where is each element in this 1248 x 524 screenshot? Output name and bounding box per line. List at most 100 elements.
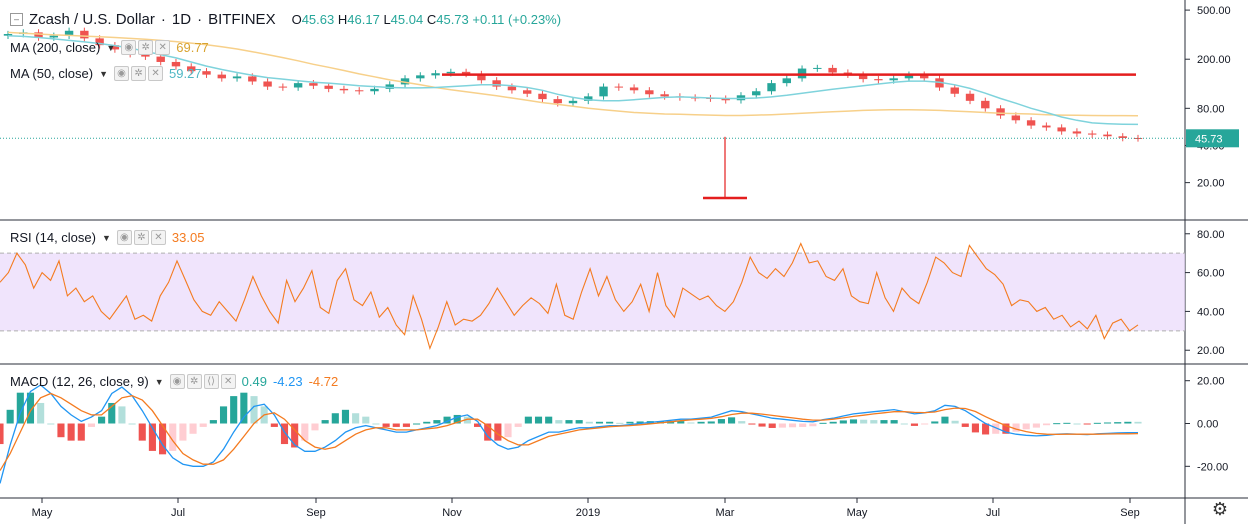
macd-histogram-bar xyxy=(900,423,908,425)
x-tick-label: Mar xyxy=(716,507,735,519)
macd-histogram-bar xyxy=(799,423,807,427)
macd-histogram-bar xyxy=(951,420,959,424)
last-price-label: 45.73 xyxy=(1195,133,1223,145)
macd-histogram-bar xyxy=(941,416,949,424)
macd-histogram-bar xyxy=(717,419,725,424)
macd-histogram-bar xyxy=(0,423,4,445)
rsi-value: 33.05 xyxy=(171,230,205,245)
eye-icon[interactable]: ◉ xyxy=(121,40,137,55)
ma50-line xyxy=(7,34,1139,126)
chevron-down-icon[interactable]: ▼ xyxy=(106,42,116,53)
macd-histogram-bar xyxy=(697,421,705,424)
macd-histogram-bar xyxy=(971,423,979,433)
macd-signal-line xyxy=(0,392,1139,471)
candle-body xyxy=(461,71,471,74)
gear-icon[interactable]: ✲ xyxy=(186,374,202,389)
y-tick-label: 20.00 xyxy=(1197,178,1225,190)
macd-histogram-bar xyxy=(473,423,482,427)
y-tick-label: 0.00 xyxy=(1197,419,1218,431)
candle-body xyxy=(477,73,486,81)
macd-histogram-bar xyxy=(67,423,75,441)
candle-body xyxy=(614,86,624,88)
candle-body xyxy=(767,83,776,92)
interval-label[interactable]: 1D xyxy=(171,11,192,28)
candle-body xyxy=(660,94,669,97)
candle-body xyxy=(278,86,288,88)
candle-body xyxy=(80,30,89,39)
ma50-legend[interactable]: MA (50, close) ▼ ◉ ✲ ✕ 59.27 xyxy=(10,66,202,81)
macd-histogram-bar xyxy=(728,417,736,424)
ma200-legend[interactable]: MA (200, close) ▼ ◉ ✲ ✕ 69.77 xyxy=(10,40,209,55)
macd-histogram-bar xyxy=(819,422,827,424)
chevron-down-icon[interactable]: ▼ xyxy=(101,232,111,243)
macd-histogram-bar xyxy=(616,422,624,424)
candle-body xyxy=(416,75,425,79)
macd-histogram-bar xyxy=(413,423,421,425)
close-icon[interactable]: ✕ xyxy=(220,374,236,389)
candle-body xyxy=(49,35,59,38)
candle-body xyxy=(965,93,975,101)
macd-histogram-bar xyxy=(250,396,258,424)
close-icon[interactable]: ✕ xyxy=(155,40,171,55)
symbol-legend: – Zcash / U.S. Dollar · 1D · BITFINEX O4… xyxy=(10,11,561,28)
macd-histogram-bar xyxy=(961,423,969,427)
rsi-legend[interactable]: RSI (14, close) ▼ ◉ ✲ ✕ 33.05 xyxy=(10,230,204,245)
candle-body xyxy=(904,74,914,79)
macd-histogram-bar xyxy=(1124,421,1132,424)
macd-histogram-bar xyxy=(26,392,35,424)
candle-body xyxy=(110,45,120,50)
close-icon[interactable]: ✕ xyxy=(150,230,166,245)
close-icon[interactable]: ✕ xyxy=(148,66,164,81)
ohlc-readout: O45.63 H46.17 L45.04 C45.73 +0.11 (+0.23… xyxy=(291,12,562,27)
macd-histogram-bar xyxy=(453,414,461,424)
macd-histogram-bar xyxy=(341,409,350,424)
candle-body xyxy=(370,88,379,92)
candle-body xyxy=(34,32,43,38)
settings-gear-icon[interactable]: ⚙ xyxy=(1211,499,1228,519)
candle-body xyxy=(721,98,730,101)
macd-histogram-bar xyxy=(311,423,319,431)
macd-legend[interactable]: MACD (12, 26, close, 9) ▼ ◉ ✲ ⟨⟩ ✕ 0.49 -4.… xyxy=(10,374,338,389)
macd-histogram-bar xyxy=(392,423,400,427)
macd-histogram-bar xyxy=(372,423,380,425)
macd-histogram-bar xyxy=(1063,422,1071,424)
y-tick-label: 500.00 xyxy=(1197,5,1231,17)
x-tick-label: Jul xyxy=(171,507,185,519)
eye-icon[interactable]: ◉ xyxy=(116,230,132,245)
exchange-label: BITFINEX xyxy=(208,11,276,28)
close-value: 45.73 xyxy=(436,12,469,27)
macd-histogram-bar xyxy=(321,420,329,424)
x-tick-label: Sep xyxy=(306,507,326,519)
gear-icon[interactable]: ✲ xyxy=(133,230,149,245)
rsi-band xyxy=(0,253,1185,331)
macd-histogram-bar xyxy=(484,423,492,441)
macd-histogram-bar xyxy=(118,406,126,424)
candle-body xyxy=(522,90,532,94)
candle-body xyxy=(629,87,639,91)
macd-histogram-bar xyxy=(179,423,187,441)
macd-histogram-bar xyxy=(1134,421,1142,424)
gear-icon[interactable]: ✲ xyxy=(138,40,154,55)
macd-histogram-bar xyxy=(57,423,65,438)
macd-histogram-bar xyxy=(108,402,116,424)
macd-histogram-bar xyxy=(1012,423,1020,432)
eye-icon[interactable]: ◉ xyxy=(114,66,130,81)
candle-body xyxy=(553,99,562,104)
symbol-title[interactable]: Zcash / U.S. Dollar xyxy=(29,11,155,28)
macd-histogram-bar xyxy=(280,423,289,445)
macd-histogram-bar xyxy=(230,396,238,424)
ma200-line xyxy=(7,31,1139,117)
chevron-down-icon[interactable]: ▼ xyxy=(99,68,109,79)
eye-icon[interactable]: ◉ xyxy=(169,374,185,389)
lock-icon[interactable]: ⟨⟩ xyxy=(203,374,219,389)
chevron-down-icon[interactable]: ▼ xyxy=(154,376,164,387)
macd-histogram-bar xyxy=(626,421,634,424)
y-tick-label: 200.00 xyxy=(1197,54,1231,66)
candle-body xyxy=(1057,127,1066,132)
macd-histogram-bar xyxy=(585,421,593,424)
collapse-icon[interactable]: – xyxy=(10,13,23,26)
gear-icon[interactable]: ✲ xyxy=(131,66,147,81)
y-tick-label: -20.00 xyxy=(1197,461,1228,473)
macd-histogram-bar xyxy=(555,420,563,424)
